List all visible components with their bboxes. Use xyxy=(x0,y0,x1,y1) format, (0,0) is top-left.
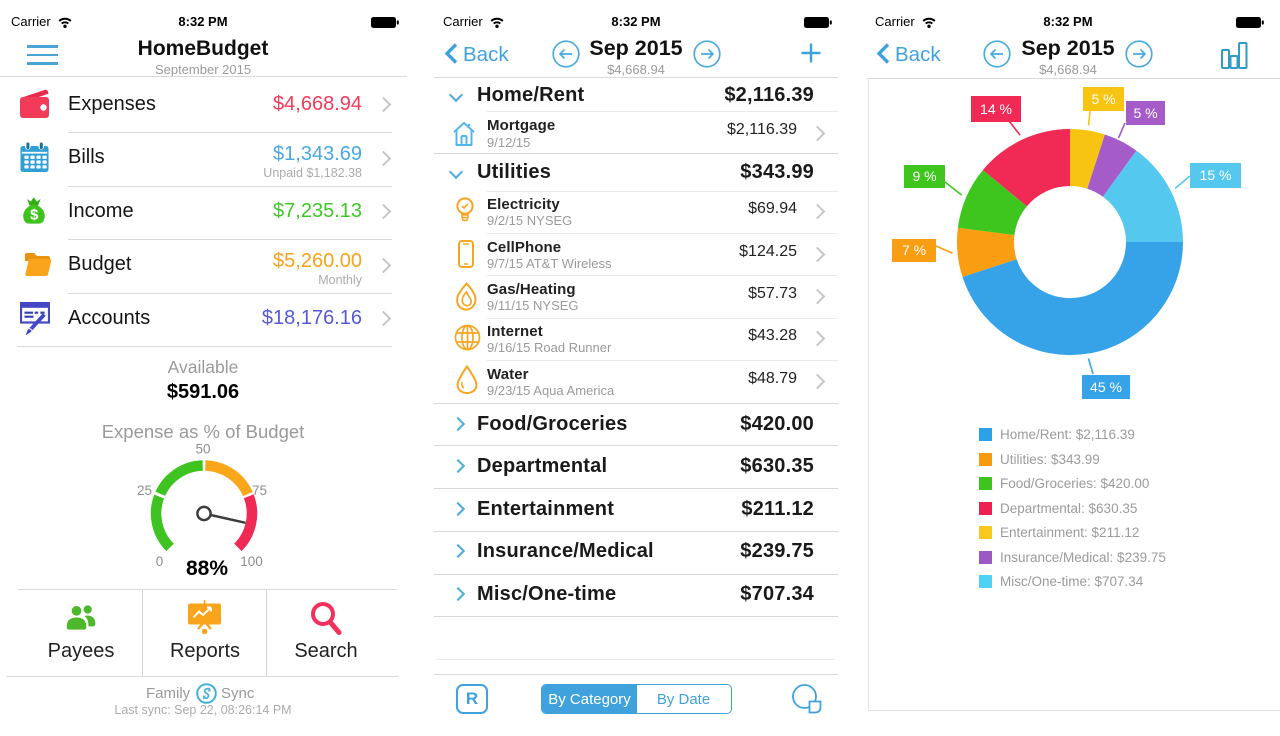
svg-text:50: 50 xyxy=(195,442,210,457)
svg-text:0: 0 xyxy=(156,554,164,569)
svg-text:$: $ xyxy=(30,207,39,224)
svg-text:25: 25 xyxy=(137,483,152,498)
svg-text:75: 75 xyxy=(252,483,267,498)
svg-text:100: 100 xyxy=(240,554,263,569)
